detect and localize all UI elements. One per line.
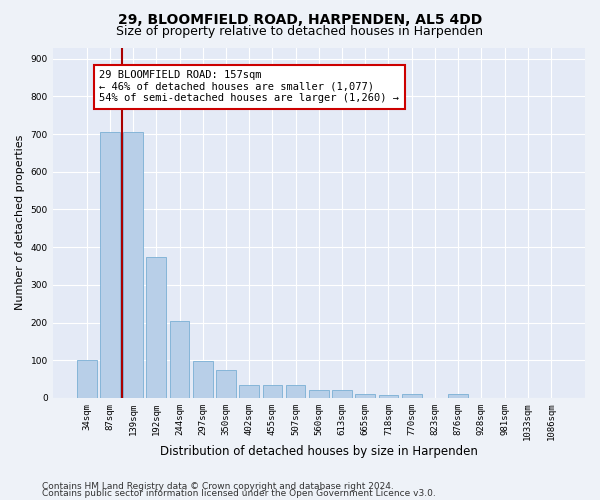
Text: 29, BLOOMFIELD ROAD, HARPENDEN, AL5 4DD: 29, BLOOMFIELD ROAD, HARPENDEN, AL5 4DD [118,12,482,26]
Bar [146,258,166,398]
Bar [379,395,398,398]
Text: 29 BLOOMFIELD ROAD: 157sqm
← 46% of detached houses are smaller (1,077)
54% of s: 29 BLOOMFIELD ROAD: 157sqm ← 46% of deta… [100,70,400,103]
Y-axis label: Number of detached properties: Number of detached properties [15,135,25,310]
Bar [123,132,143,398]
Text: Contains HM Land Registry data © Crown copyright and database right 2024.: Contains HM Land Registry data © Crown c… [42,482,394,491]
Bar [100,132,120,398]
Bar [402,394,422,398]
Bar [239,386,259,398]
Text: Size of property relative to detached houses in Harpenden: Size of property relative to detached ho… [116,25,484,38]
Bar [332,390,352,398]
Bar [355,394,375,398]
Bar [193,361,212,398]
Bar [309,390,329,398]
Bar [286,384,305,398]
Bar [216,370,236,398]
X-axis label: Distribution of detached houses by size in Harpenden: Distribution of detached houses by size … [160,444,478,458]
Text: Contains public sector information licensed under the Open Government Licence v3: Contains public sector information licen… [42,489,436,498]
Bar [448,394,468,398]
Bar [263,384,282,398]
Bar [170,320,190,398]
Bar [77,360,97,398]
